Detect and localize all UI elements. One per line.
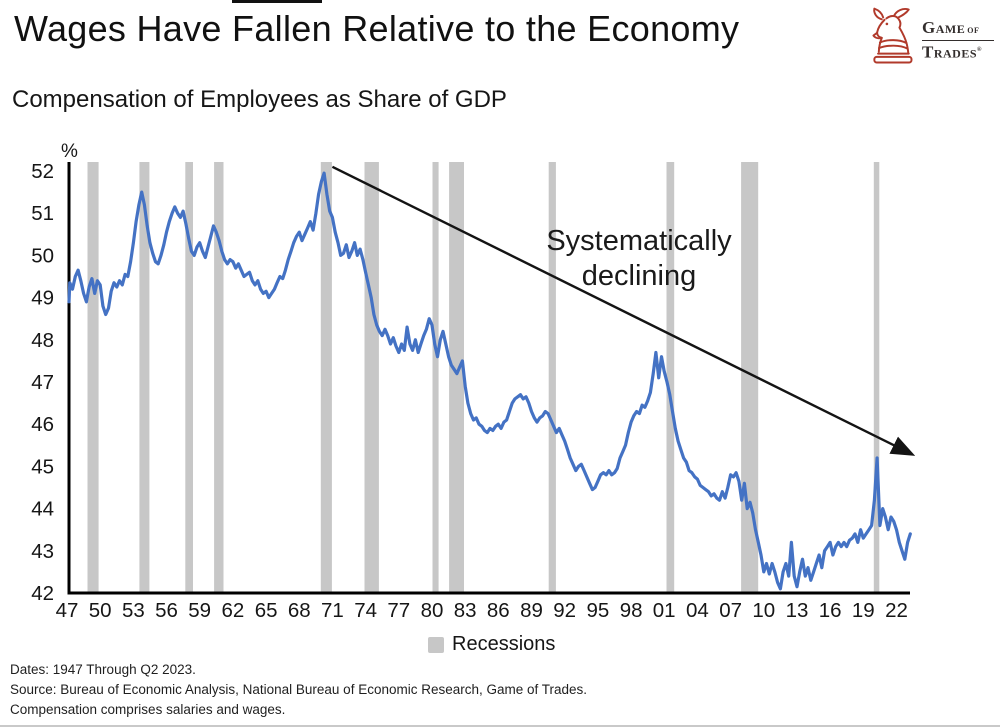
- y-tick-label: 42: [31, 582, 54, 605]
- x-tick-label: 95: [586, 599, 609, 622]
- x-tick-label: 50: [89, 599, 112, 622]
- chart-subtitle: Compensation of Employees as Share of GD…: [12, 86, 507, 113]
- x-tick-label: 89: [520, 599, 543, 622]
- page-title: Wages Have Fallen Relative to the Econom…: [14, 8, 740, 49]
- x-tick-label: 83: [454, 599, 477, 622]
- x-tick-label: 62: [221, 599, 244, 622]
- y-tick-label: 44: [31, 498, 54, 521]
- footnote-source: Source: Bureau of Economic Analysis, Nat…: [10, 682, 588, 697]
- recession-bar: [873, 162, 880, 593]
- y-tick-label: 49: [31, 287, 54, 310]
- brand-line1: Game of: [922, 19, 994, 39]
- y-tick-label: 52: [31, 160, 54, 183]
- trademark-symbol: ®: [977, 47, 982, 53]
- brand-word-game: Game: [922, 18, 966, 37]
- x-tick-label: 80: [421, 599, 444, 622]
- footnote-definition: Compensation comprises salaries and wage…: [10, 702, 286, 717]
- x-tick-label: 86: [487, 599, 510, 622]
- recession-bar: [432, 162, 439, 593]
- x-tick-label: 77: [387, 599, 410, 622]
- y-tick-label: 45: [31, 455, 54, 478]
- trend-annotation: Systematically declining: [489, 224, 789, 294]
- legend-label: Recessions: [452, 633, 556, 655]
- x-tick-label: 53: [122, 599, 145, 622]
- trend-annotation-line2: declining: [581, 260, 697, 292]
- brand-word-of: of: [967, 24, 980, 36]
- trend-annotation-line1: Systematically: [546, 225, 732, 257]
- x-tick-label: 68: [288, 599, 311, 622]
- recession-bar: [449, 162, 464, 593]
- y-tick-label: 43: [31, 540, 54, 563]
- x-tick-labels: 47 50 53 56 59 62 65 68 71 74 77 80 83 86 89 92 95 98 01 04…: [56, 599, 908, 622]
- x-tick-label: 22: [885, 599, 908, 622]
- axes: [67, 162, 910, 595]
- x-tick-label: 16: [819, 599, 842, 622]
- y-tick-label: 47: [31, 371, 54, 394]
- bull-chess-piece-icon: [872, 7, 913, 64]
- x-tick-label: 92: [553, 599, 576, 622]
- x-tick-label: 19: [852, 599, 875, 622]
- y-axis-unit-label: %: [61, 141, 78, 162]
- x-tick-label: 47: [56, 599, 79, 622]
- x-tick-label: 01: [653, 599, 676, 622]
- recession-bar: [364, 162, 379, 593]
- recession-bar: [139, 162, 150, 593]
- footnotes: Dates: 1947 Through Q2 2023. Source: Bur…: [10, 660, 587, 720]
- x-tick-label: 10: [752, 599, 775, 622]
- recession-bar: [548, 162, 556, 593]
- compensation-share-line: [67, 171, 912, 591]
- y-tick-label: 51: [31, 202, 54, 225]
- x-tick-label: 04: [686, 599, 709, 622]
- bottom-divider: [0, 725, 1000, 727]
- x-tick-label: 56: [155, 599, 178, 622]
- x-tick-label: 07: [719, 599, 742, 622]
- x-tick-label: 13: [786, 599, 809, 622]
- footnote-dates: Dates: 1947 Through Q2 2023.: [10, 662, 196, 677]
- recession-bar: [666, 162, 675, 593]
- x-tick-label: 98: [620, 599, 643, 622]
- x-tick-label: 74: [354, 599, 377, 622]
- y-tick-label: 48: [31, 329, 54, 352]
- recession-bar: [320, 162, 332, 593]
- top-crop-artifact: [232, 0, 322, 3]
- brand-divider: [922, 40, 994, 41]
- brand-wordmark: Game of Trades®: [922, 19, 994, 61]
- recession-bar: [214, 162, 224, 593]
- brand-word-trades: Trades: [922, 42, 978, 62]
- x-tick-label: 59: [188, 599, 211, 622]
- y-tick-label: 46: [31, 413, 54, 436]
- brand-logo: Game of Trades®: [866, 7, 996, 69]
- y-tick-label: 50: [31, 244, 54, 267]
- chart-legend: Recessions: [428, 633, 555, 656]
- declining-trend-arrow: [331, 165, 916, 456]
- x-tick-label: 65: [255, 599, 278, 622]
- x-tick-label: 71: [321, 599, 344, 622]
- recession-swatch-icon: [428, 636, 444, 653]
- brand-line2: Trades®: [922, 42, 994, 61]
- recession-bar: [185, 162, 193, 593]
- y-tick-labels: 52 51 50 49 48 47 46 45 44 43 42: [31, 160, 54, 605]
- recession-bar: [87, 162, 99, 593]
